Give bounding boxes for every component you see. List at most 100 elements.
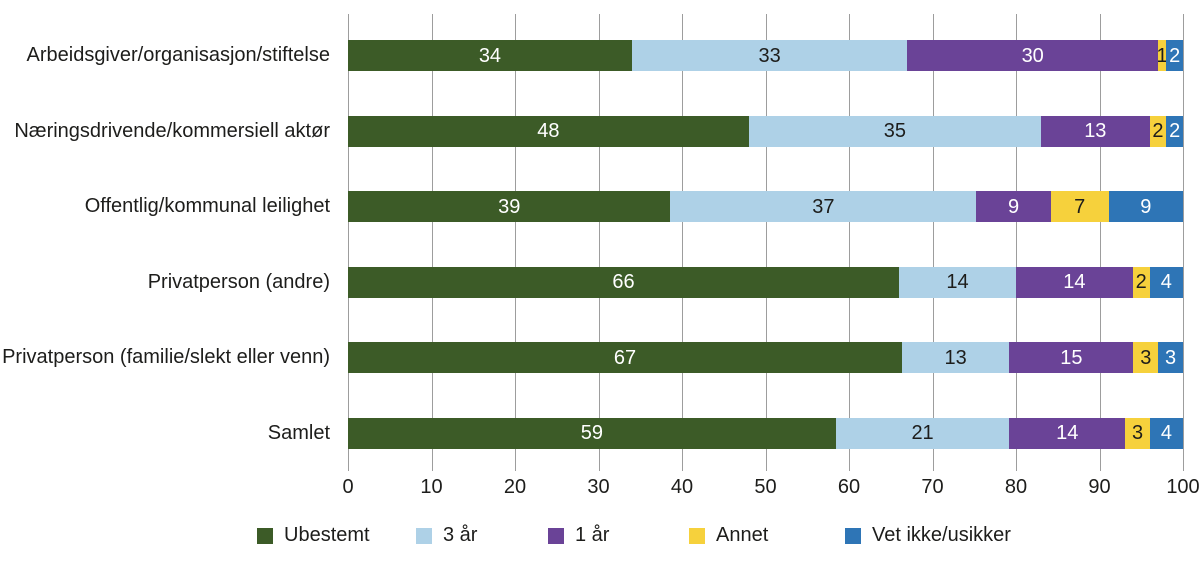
gridline	[598, 14, 600, 471]
bar-segment: 14	[1009, 417, 1126, 449]
bar-segment-label: 39	[498, 195, 521, 218]
gridline	[849, 14, 850, 471]
bar-segment-label: 9	[1140, 195, 1152, 218]
bar-segment: 14	[899, 266, 1016, 298]
category-label: Privatperson (andre)	[147, 270, 330, 293]
bar-segment: 2	[1166, 115, 1183, 147]
bar-segment-label: 34	[478, 44, 502, 67]
category-label: Næringsdrivende/kommersiell aktør	[14, 119, 330, 142]
bar-segment: 4	[1149, 417, 1183, 449]
x-tick-label: 70	[921, 476, 944, 498]
bar-segment: 7	[1050, 191, 1109, 222]
gridline	[1099, 14, 1101, 471]
category-label: Privatperson (familie/slekt eller venn)	[2, 346, 330, 368]
bar-segment-label: 14	[1063, 271, 1086, 293]
bar-segment-label: 3	[1140, 346, 1152, 369]
bar-segment-label: 37	[812, 195, 835, 218]
bar-segment: 35	[748, 115, 1042, 147]
bar-row: 66 14 14 2 4	[348, 266, 1183, 298]
bar-segment-label: 4	[1160, 422, 1172, 444]
bar-row: 34 33 30 1 2	[348, 40, 1183, 71]
gridline	[348, 14, 349, 471]
legend-item: 3 år	[416, 524, 477, 547]
legend-swatch	[257, 527, 273, 544]
x-tick-label: 0	[342, 476, 354, 498]
gridline	[431, 14, 433, 471]
bar-segment-label: 2	[1169, 44, 1181, 67]
category-label: Offentlig/kommunal leilighet	[84, 195, 330, 217]
bar-segment: 9	[1108, 191, 1183, 222]
bar-segment: 21	[835, 417, 1010, 449]
bar-segment-label: 3	[1131, 422, 1144, 444]
bar-segment: 34	[348, 40, 632, 71]
bar-segment-label: 7	[1074, 195, 1086, 218]
bar-segment: 14	[1015, 266, 1133, 298]
bar-segment: 33	[631, 40, 908, 71]
bar-row: 59 21 14 3 4	[348, 417, 1183, 449]
x-tick-label: 80	[1004, 476, 1028, 498]
gridline	[932, 14, 934, 471]
bar-row: 67 13 15 3 3	[348, 342, 1183, 373]
legend-swatch	[689, 527, 705, 544]
bar-segment-label: 35	[883, 120, 907, 142]
gridline	[515, 14, 516, 471]
legend-label: 3 år	[443, 524, 478, 546]
bar-segment-label: 1	[1156, 44, 1168, 67]
x-tick-label: 100	[1166, 476, 1200, 498]
legend-item: Ubestemt	[257, 524, 370, 547]
legend-swatch	[548, 527, 564, 544]
legend-label: 1 år	[575, 524, 610, 546]
legend-label: Ubestemt	[284, 524, 370, 546]
bar-segment: 4	[1149, 266, 1183, 298]
category-label: Arbeidsgiver/organisasjon/stiftelse	[26, 44, 331, 66]
bar-row: 48 35 13 2 2	[348, 115, 1183, 147]
bar-segment-label: 13	[1084, 120, 1107, 142]
legend-item: Vet ikke/usikker	[845, 524, 1011, 547]
bar-segment-label: 4	[1160, 271, 1172, 293]
chart-legend: Ubestemt 3 år 1 år Annet Vet ikke/usikker	[0, 524, 1200, 554]
bar-segment-label: 2	[1169, 120, 1181, 142]
bar-segment: 3	[1133, 342, 1159, 373]
gridline	[1016, 14, 1017, 471]
bar-segment: 30	[907, 40, 1158, 71]
bar-segment: 3	[1125, 417, 1150, 449]
legend-label: Annet	[716, 524, 769, 546]
bar-segment: 67	[348, 342, 902, 373]
legend-label: Vet ikke/usikker	[872, 524, 1011, 546]
x-tick-label: 10	[420, 476, 443, 498]
legend-swatch	[416, 527, 432, 544]
x-tick-label: 90	[1088, 476, 1111, 498]
bar-segment-label: 66	[612, 271, 635, 293]
x-tick-label: 50	[754, 476, 777, 498]
plot-area: 34 33 30 1 2 48 35 13 2 2 39 37 9 7 9 66 14 14 2 4 67 13 15 3 3 5…	[348, 14, 1184, 471]
bar-segment: 37	[670, 191, 977, 222]
bar-segment-label: 2	[1152, 120, 1164, 142]
bar-segment-label: 48	[537, 120, 560, 142]
category-label: Samlet	[267, 421, 330, 444]
bar-segment-label: 67	[613, 346, 637, 369]
x-tick-label: 30	[587, 476, 610, 498]
bar-segment: 13	[901, 342, 1010, 373]
bar-row: 39 37 9 7 9	[348, 191, 1183, 222]
bar-segment: 66	[348, 266, 900, 298]
bar-segment: 9	[976, 191, 1051, 222]
legend-swatch	[845, 527, 861, 544]
bar-segment-label: 2	[1135, 271, 1147, 293]
bar-segment-label: 9	[1007, 195, 1020, 218]
gridline	[1183, 14, 1184, 471]
bar-segment: 59	[348, 417, 836, 449]
bar-segment: 15	[1009, 342, 1134, 373]
x-tick-label: 40	[670, 476, 694, 498]
x-tick-label: 20	[503, 476, 527, 498]
bar-segment: 2	[1132, 266, 1150, 298]
bar-segment: 13	[1041, 115, 1150, 147]
bar-segment: 39	[348, 191, 671, 222]
legend-item: Annet	[689, 524, 768, 547]
bar-segment: 2	[1166, 40, 1183, 71]
bar-segment-label: 21	[911, 422, 934, 444]
bar-segment-label: 13	[944, 346, 967, 369]
bar-segment-label: 3	[1165, 346, 1177, 369]
y-axis-category-labels: Arbeidsgiver/organisasjon/stiftelse Nærin…	[0, 0, 338, 568]
x-tick-label: 60	[837, 476, 861, 498]
